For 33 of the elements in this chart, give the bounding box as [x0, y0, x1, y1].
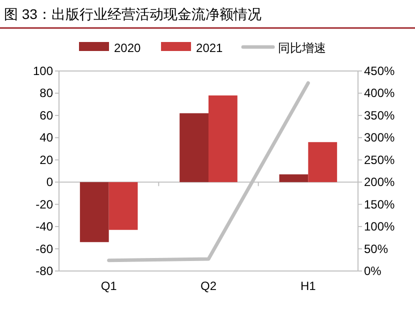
y-tick-label: 20	[40, 152, 54, 167]
bar	[108, 182, 138, 230]
bar	[208, 95, 238, 182]
x-tick-label: Q2	[200, 279, 217, 293]
y2-tick-label: 250%	[364, 152, 396, 167]
y2-tick-label: 300%	[364, 130, 396, 145]
bar	[308, 142, 338, 182]
y-tick-label: 0	[46, 175, 54, 190]
y-tick-label: 80	[40, 86, 54, 100]
legend-label: 同比增速	[278, 41, 326, 55]
y2-tick-label: 100%	[364, 220, 396, 234]
x-tick-label: H1	[300, 279, 316, 293]
y-tick-label: -80	[36, 264, 54, 278]
y-tick-label: -40	[36, 220, 54, 234]
y2-tick-label: 200%	[364, 175, 396, 190]
bar	[80, 182, 109, 242]
y2-tick-label: 450%	[364, 64, 396, 78]
bar	[279, 174, 308, 182]
y2-tick-label: 350%	[364, 108, 396, 122]
y2-tick-label: 150%	[364, 197, 396, 212]
chart-title: 图 33：出版行业经营活动现金流净额情况	[4, 6, 262, 22]
legend-label: 2021	[196, 41, 224, 55]
y2-tick-label: 400%	[364, 86, 396, 100]
bar	[180, 113, 208, 182]
legend-label: 2020	[114, 41, 142, 55]
y-tick-label: 100	[32, 64, 54, 78]
y-tick-label: -20	[36, 197, 54, 212]
y-tick-label: 40	[40, 130, 54, 145]
y-tick-label: 60	[40, 108, 54, 122]
x-tick-label: Q1	[100, 279, 118, 293]
y-tick-label: -60	[36, 242, 54, 256]
y2-tick-label: 0%	[364, 264, 382, 278]
y2-tick-label: 50%	[364, 242, 388, 256]
